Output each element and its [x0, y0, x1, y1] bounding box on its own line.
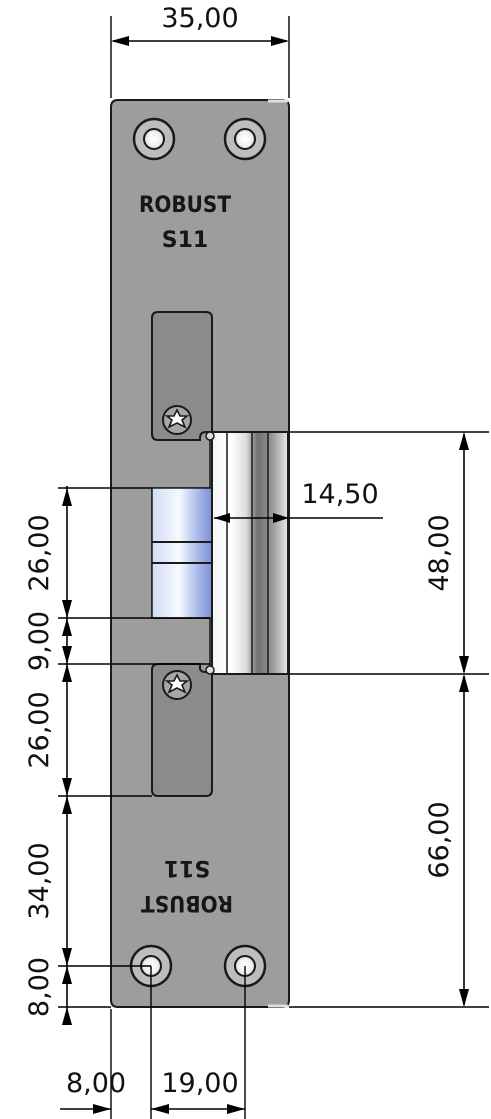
lower-torx-screw: [162, 670, 192, 700]
dim-label-left-2: 9,00: [24, 611, 55, 671]
dim-label-keeper-depth: 14,50: [301, 479, 378, 510]
latch-bolt: [151, 487, 213, 619]
dimension-left-chain: [58, 486, 210, 1022]
dim-label-bottom-left: 8,00: [66, 1068, 126, 1099]
mounting-hole: [132, 117, 176, 161]
brand-model-inverted: S11: [164, 855, 210, 880]
dim-label-keeper-height: 48,00: [424, 514, 455, 591]
brand-model: S11: [162, 228, 208, 253]
dim-label-left-3: 26,00: [24, 691, 55, 768]
brand-name-inverted: ROBUST: [141, 890, 233, 915]
dim-label-width-top: 35,00: [161, 3, 238, 34]
dimension-bottom: 8,00 19,00: [60, 966, 246, 1119]
dimension-width-top: 35,00: [110, 3, 290, 98]
dim-label-lower-section: 66,00: [424, 801, 455, 878]
keeper-corner: [205, 431, 215, 441]
dimension-left-5: 8,00: [24, 957, 72, 1025]
dim-label-left-4: 34,00: [24, 842, 55, 919]
brand-name: ROBUST: [139, 193, 231, 218]
dimension-left-3: 26,00: [24, 664, 72, 796]
dim-label-left-5: 8,00: [24, 957, 55, 1017]
dimension-keeper-height: 48,00: [289, 431, 489, 675]
dim-label-bottom-spacing: 19,00: [161, 1068, 238, 1099]
strike-plate: ROBUST S11 ROBUST S11: [110, 99, 290, 1008]
upper-torx-screw: [162, 405, 192, 435]
upper-slot: [151, 311, 213, 441]
dimension-left-1: 26,00: [24, 488, 72, 618]
dimension-left-4: 34,00: [24, 796, 72, 966]
mounting-hole: [223, 117, 267, 161]
dimension-keeper-depth: 14,50: [214, 479, 383, 523]
lower-slot: [151, 663, 213, 797]
dimension-left-2: 9,00: [24, 611, 72, 671]
dimension-lower-section: 66,00: [289, 674, 489, 1008]
keeper-lip: [211, 431, 289, 675]
dim-label-left-1: 26,00: [24, 514, 55, 591]
keeper-corner: [205, 665, 215, 675]
